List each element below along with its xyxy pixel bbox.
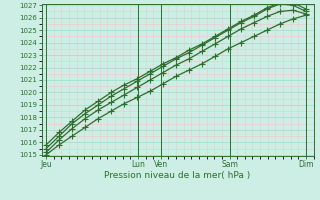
X-axis label: Pression niveau de la mer( hPa ): Pression niveau de la mer( hPa ) <box>104 171 251 180</box>
